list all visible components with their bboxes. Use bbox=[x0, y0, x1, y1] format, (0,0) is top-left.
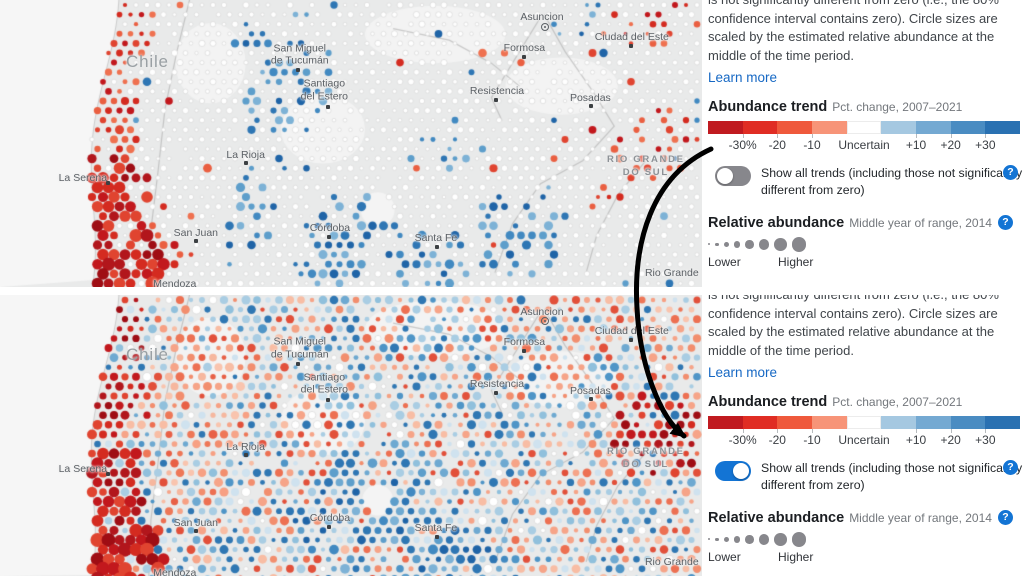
learn-more-link[interactable]: Learn more bbox=[708, 365, 778, 381]
description-line: middle of the time period. bbox=[708, 342, 854, 358]
trend-scale-label: -30% bbox=[728, 433, 757, 448]
size-scale-circle bbox=[758, 239, 769, 250]
trend-scale-label: -10 bbox=[803, 138, 821, 153]
size-scale-circle bbox=[774, 533, 787, 546]
ramp-segment bbox=[812, 416, 847, 430]
ramp-segment bbox=[812, 121, 847, 135]
size-scale-circle bbox=[715, 242, 719, 247]
show-all-trends-label: Show all trends (including those not sig… bbox=[761, 166, 1023, 197]
size-scale-circle bbox=[723, 241, 729, 247]
trend-scale-label: Uncertain bbox=[838, 138, 890, 153]
abundance-trend-title: Abundance trend bbox=[708, 394, 828, 411]
relative-abundance-title: Relative abundance bbox=[708, 510, 845, 527]
trend-map-panel-all-trends: Chile La Serena San Miguel de Tucumán Santia… bbox=[0, 295, 702, 576]
trend-scale-label: +20 bbox=[940, 433, 961, 448]
legend-description: is not significantly different from zero… bbox=[708, 295, 1018, 360]
size-scale-higher-label: Higher bbox=[778, 255, 814, 270]
ramp-segment bbox=[985, 121, 1021, 135]
description-line: confidence interval contains zero). Circ… bbox=[708, 10, 998, 26]
relative-abundance-title: Relative abundance bbox=[708, 215, 845, 232]
size-scale-circle bbox=[723, 536, 729, 542]
trend-map-panel-significant-only: Chile La Serena San Miguel de Tucumán Santia… bbox=[0, 0, 702, 287]
description-line: middle of the time period. bbox=[708, 47, 854, 63]
ramp-segment bbox=[916, 416, 951, 430]
description-line: scaled by the estimated relative abundan… bbox=[708, 324, 995, 340]
ramp-segment bbox=[916, 121, 951, 135]
trend-scale-label: +30 bbox=[975, 138, 996, 153]
size-scale-lower-label: Lower bbox=[708, 550, 741, 565]
size-scale-circle bbox=[708, 243, 710, 246]
ramp-segment bbox=[985, 416, 1021, 430]
abundance-trend-subtitle: Pct. change, 2007–2021 bbox=[832, 100, 963, 115]
ramp-segment bbox=[777, 121, 813, 135]
relative-abundance-subtitle: Middle year of range, 2014 bbox=[849, 216, 992, 231]
size-scale-circle bbox=[791, 532, 806, 547]
size-scale-circle bbox=[774, 238, 787, 251]
size-scale-circle bbox=[745, 240, 754, 249]
trend-scale-label: -30% bbox=[728, 138, 757, 153]
trend-scale-label: +30 bbox=[975, 433, 996, 448]
ramp-segment bbox=[881, 121, 917, 135]
description-line-clipped: is not significantly different from zero… bbox=[708, 295, 1018, 305]
trend-scale-labels: -30% -20 -10 Uncertain +10 +20 +30 bbox=[708, 134, 1020, 153]
learn-more-link[interactable]: Learn more bbox=[708, 70, 778, 86]
trend-scale-label: -10 bbox=[803, 433, 821, 448]
size-scale-circle bbox=[733, 241, 740, 248]
description-line: scaled by the estimated relative abundan… bbox=[708, 29, 995, 45]
size-scale-circle bbox=[745, 535, 754, 544]
ramp-segment bbox=[950, 121, 986, 135]
size-scale-circle bbox=[708, 538, 710, 541]
trend-scale-label: -20 bbox=[768, 433, 786, 448]
abundance-size-scale bbox=[708, 236, 992, 252]
legend-block-top: is not significantly different from zero… bbox=[702, 0, 1024, 287]
size-scale-higher-label: Higher bbox=[778, 550, 814, 565]
trend-map-canvas-all-trends[interactable] bbox=[0, 295, 702, 576]
show-all-trends-toggle[interactable] bbox=[715, 461, 751, 482]
trend-scale-label: -20 bbox=[768, 138, 786, 153]
ramp-segment bbox=[950, 416, 986, 430]
ramp-segment bbox=[881, 416, 917, 430]
show-all-trends-label: Show all trends (including those not sig… bbox=[761, 461, 1023, 492]
abundance-trend-title: Abundance trend bbox=[708, 99, 828, 116]
help-icon[interactable]: ? bbox=[1003, 460, 1018, 476]
size-scale-circle bbox=[715, 537, 719, 542]
legend-block-bottom: is not significantly different from zero… bbox=[702, 295, 1024, 576]
legend-description: is not significantly different from zero… bbox=[708, 0, 1018, 65]
trend-scale-label: +10 bbox=[905, 433, 927, 448]
abundance-size-scale bbox=[708, 531, 992, 547]
relative-abundance-subtitle: Middle year of range, 2014 bbox=[849, 511, 992, 526]
description-line: confidence interval contains zero). Circ… bbox=[708, 305, 998, 321]
ramp-segment bbox=[708, 121, 743, 135]
trend-scale-label: +10 bbox=[905, 138, 927, 153]
legend-sidebar: is not significantly different from zero… bbox=[702, 0, 1024, 576]
size-scale-lower-label: Lower bbox=[708, 255, 741, 270]
size-scale-circle bbox=[791, 237, 806, 252]
trend-scale-labels: -30% -20 -10 Uncertain +10 +20 +30 bbox=[708, 429, 1020, 448]
ramp-segment bbox=[708, 416, 743, 430]
size-scale-circle bbox=[758, 534, 769, 545]
trend-scale-label: Uncertain bbox=[838, 433, 890, 448]
trend-color-ramp bbox=[708, 416, 1021, 430]
ramp-segment bbox=[846, 416, 882, 430]
trend-color-ramp bbox=[708, 121, 1021, 135]
show-all-trends-toggle[interactable] bbox=[715, 166, 751, 187]
trend-scale-label: +20 bbox=[940, 138, 961, 153]
size-scale-circle bbox=[733, 536, 740, 543]
help-icon[interactable]: ? bbox=[998, 510, 1013, 526]
ramp-segment bbox=[742, 121, 778, 135]
toggle-knob bbox=[733, 463, 749, 480]
ramp-segment bbox=[742, 416, 778, 430]
ramp-segment bbox=[846, 121, 882, 135]
ramp-segment bbox=[777, 416, 813, 430]
abundance-trend-subtitle: Pct. change, 2007–2021 bbox=[832, 395, 963, 410]
toggle-knob bbox=[717, 168, 733, 185]
help-icon[interactable]: ? bbox=[1003, 165, 1018, 181]
description-line-clipped: is not significantly different from zero… bbox=[708, 0, 1018, 10]
help-icon[interactable]: ? bbox=[998, 215, 1013, 231]
trend-map-canvas-significant-only[interactable] bbox=[0, 0, 702, 287]
